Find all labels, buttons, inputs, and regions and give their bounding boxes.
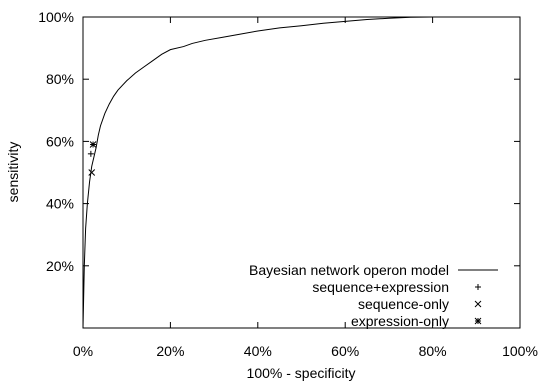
x-tick-label: 20% — [156, 343, 184, 359]
y-tick-label: 20% — [46, 258, 74, 274]
data-point-star — [89, 141, 97, 148]
plot-frame — [82, 16, 521, 329]
x-tick-label: 100% — [502, 343, 538, 359]
x-tick-label: 60% — [331, 343, 359, 359]
legend-marker-star — [474, 317, 482, 325]
legend-marker-cross — [474, 300, 482, 308]
data-point-cross — [88, 169, 96, 176]
legend-label: sequence-only — [358, 296, 449, 312]
y-tick-label: 100% — [38, 9, 74, 25]
legend-label: expression-only — [351, 313, 449, 329]
legend-label: Bayesian network operon model — [249, 262, 449, 278]
legend: Bayesian network operon modelsequence+ex… — [249, 262, 498, 329]
x-tick-label: 40% — [244, 343, 272, 359]
legend-marker-plus — [475, 284, 481, 290]
x-tick-label: 80% — [419, 343, 447, 359]
y-tick-label: 80% — [46, 71, 74, 87]
y-tick-label: 40% — [46, 196, 74, 212]
x-axis-label: 100% - specificity — [247, 365, 356, 381]
x-tick-label: 0% — [73, 343, 93, 359]
data-point-plus — [87, 150, 94, 157]
plot-border — [82, 16, 521, 329]
axis-ticks: 0% 20% 40% 60% 80% 100% 20% 40% 60% 80% 100% — [38, 9, 538, 359]
series-layer — [82, 16, 520, 329]
legend-label: sequence+expression — [312, 279, 449, 295]
y-tick-label: 60% — [46, 133, 74, 149]
series-line-bayesian-network — [82, 16, 520, 329]
y-axis-label: sensitivity — [5, 142, 21, 203]
